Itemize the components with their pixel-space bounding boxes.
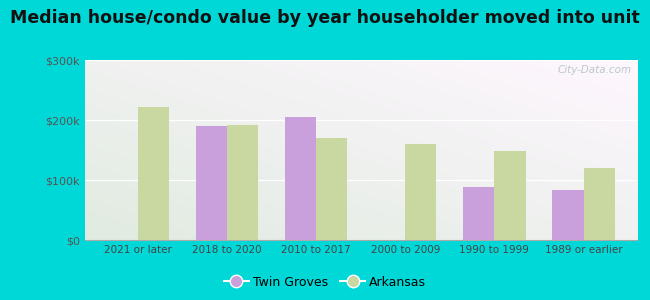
Bar — [196, 126, 227, 240]
Legend: Twin Groves, Arkansas: Twin Groves, Arkansas — [219, 271, 431, 294]
Text: Median house/condo value by year householder moved into unit: Median house/condo value by year househo… — [10, 9, 640, 27]
Bar — [584, 168, 615, 240]
Bar — [406, 144, 437, 240]
Bar — [495, 151, 526, 240]
Bar — [316, 138, 347, 240]
Bar — [552, 190, 584, 240]
Bar — [285, 117, 316, 240]
Text: City-Data.com: City-Data.com — [557, 65, 632, 75]
Bar — [463, 187, 495, 240]
Bar — [138, 107, 169, 240]
Bar — [227, 125, 258, 240]
